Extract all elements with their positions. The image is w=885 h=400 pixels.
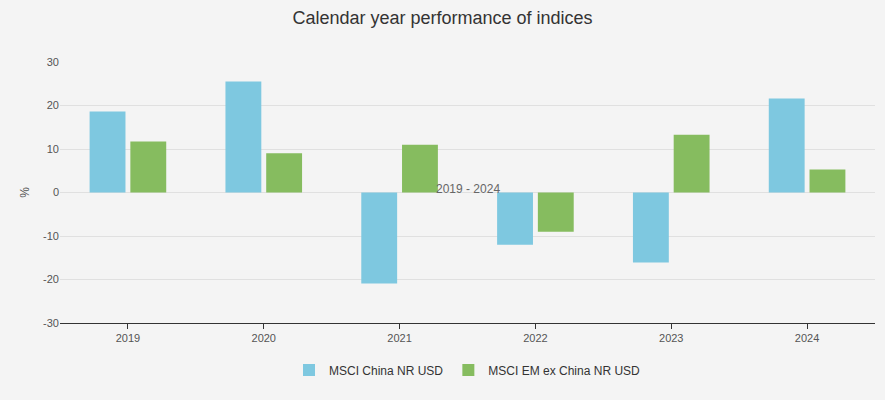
svg-text:20: 20 xyxy=(47,99,59,111)
svg-text:2020: 2020 xyxy=(252,332,276,344)
svg-text:-10: -10 xyxy=(43,230,59,242)
svg-text:30: 30 xyxy=(47,56,59,68)
svg-text:Calendar year performance of i: Calendar year performance of indices xyxy=(292,8,592,28)
svg-text:2021: 2021 xyxy=(387,332,411,344)
svg-text:2024: 2024 xyxy=(795,332,819,344)
svg-text:-30: -30 xyxy=(43,317,59,329)
svg-text:10: 10 xyxy=(47,143,59,155)
svg-text:MSCI China NR USD: MSCI China NR USD xyxy=(329,364,443,378)
svg-text:MSCI EM ex China NR USD: MSCI EM ex China NR USD xyxy=(488,364,640,378)
svg-text:2019 - 2024: 2019 - 2024 xyxy=(436,182,500,196)
svg-text:2019: 2019 xyxy=(116,332,140,344)
svg-text:2022: 2022 xyxy=(523,332,547,344)
svg-text:0: 0 xyxy=(53,186,59,198)
svg-text:2023: 2023 xyxy=(659,332,683,344)
svg-text:-20: -20 xyxy=(43,273,59,285)
svg-text:%: % xyxy=(18,187,32,198)
